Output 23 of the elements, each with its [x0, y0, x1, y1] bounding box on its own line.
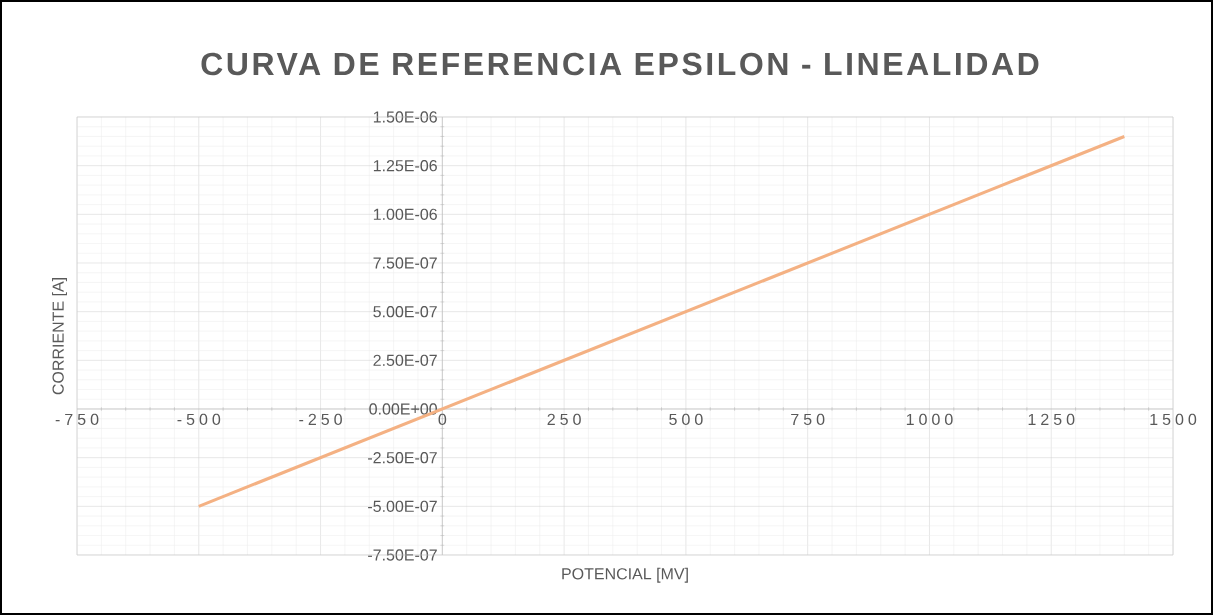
x-tick-label: - 5 0 0 [177, 413, 221, 426]
y-tick-label: 0.00E+00 [369, 403, 438, 415]
y-tick-label: 1.50E-06 [373, 111, 437, 123]
x-tick-label: 2 5 0 [547, 413, 581, 426]
x-tick-label: 5 0 0 [669, 413, 703, 426]
y-tick-label: 2.50E-07 [373, 354, 437, 366]
x-tick-label: 1 0 0 0 [906, 413, 953, 426]
y-axis-title: CORRIENTE [A] [52, 278, 67, 395]
y-tick-label: 7.50E-07 [373, 257, 437, 269]
y-tick-label: -5.00E-07 [368, 500, 437, 512]
y-tick-label: -2.50E-07 [368, 452, 437, 464]
x-axis-title: POTENCIAL [MV] [562, 567, 688, 583]
x-tick-label: - 7 5 0 [55, 413, 99, 426]
y-tick-label: -7.50E-07 [368, 549, 437, 561]
chart-title: CURVA DE REFERENCIA EPSILON - LINEALIDAD [201, 52, 1039, 76]
x-tick-label: 1 5 0 0 [1150, 413, 1197, 426]
y-tick-label: 1.00E-06 [373, 208, 437, 220]
x-tick-label: - 2 5 0 [299, 413, 342, 426]
y-tick-label: 1.25E-06 [373, 160, 437, 172]
y-tick-label: 5.00E-07 [373, 306, 437, 318]
x-tick-label: 7 5 0 [791, 413, 825, 426]
x-tick-label: 0 [438, 413, 447, 426]
x-tick-label: 1 2 5 0 [1028, 413, 1075, 426]
